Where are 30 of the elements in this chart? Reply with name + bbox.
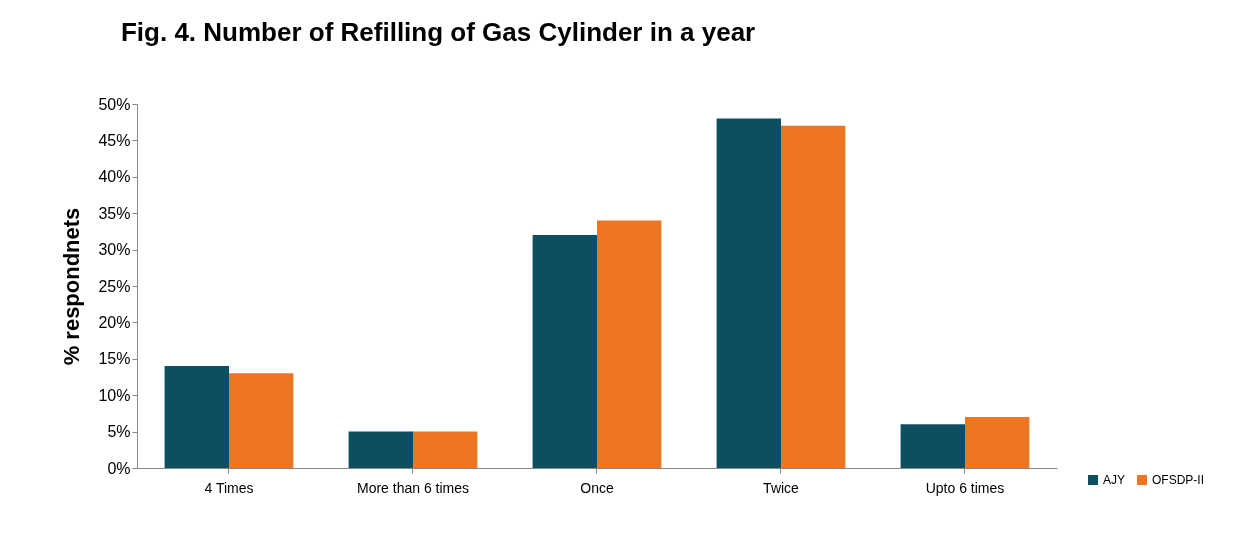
bar — [781, 125, 846, 468]
y-tick-label: 20% — [98, 313, 131, 331]
y-tick-label: 50% — [98, 95, 131, 113]
y-tick-label: 35% — [98, 204, 131, 222]
legend-label: OFSDP-II — [1152, 473, 1205, 487]
bar — [597, 220, 662, 468]
x-tick-label: Upto 6 times — [925, 479, 1005, 496]
bar — [900, 424, 965, 468]
bar — [164, 366, 229, 468]
bar — [716, 118, 781, 468]
bar — [229, 373, 294, 468]
y-tick-label: 30% — [98, 241, 131, 259]
x-tick-label: Once — [580, 479, 614, 496]
y-tick-label: 5% — [107, 423, 131, 441]
y-tick-label: 40% — [98, 168, 131, 186]
y-tick-label: 15% — [98, 350, 131, 368]
x-tick-label: 4 Times — [204, 479, 254, 496]
y-tick-label: 45% — [98, 131, 131, 149]
x-tick-label: More than 6 times — [356, 479, 470, 496]
bar — [348, 431, 413, 468]
bar — [413, 431, 478, 468]
chart-title: Fig. 4. Number of Refilling of Gas Cylinder in a year — [120, 17, 756, 47]
legend-label: AJY — [1103, 473, 1126, 487]
y-tick-label: 0% — [107, 459, 131, 477]
y-axis-title: % respondnets — [59, 207, 85, 366]
y-tick-label: 10% — [98, 386, 131, 404]
x-tick-label: Twice — [763, 479, 800, 496]
y-tick-label: 25% — [98, 277, 131, 295]
bar — [532, 235, 597, 468]
bar — [965, 417, 1030, 468]
